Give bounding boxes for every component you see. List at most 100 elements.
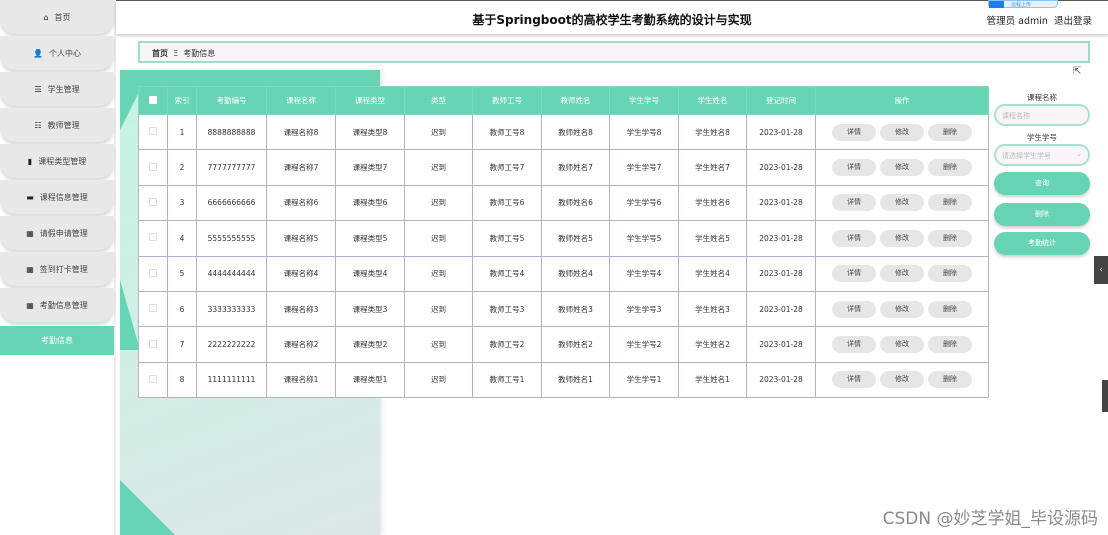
sidebar-item[interactable]: ▦ 考勤信息管理 (0, 288, 114, 322)
grid-icon: ▦ (26, 300, 34, 310)
monitor-icon: ▬ (26, 192, 34, 202)
table-cell: 学生学号6 (609, 184, 679, 222)
column-header: 教师姓名 (541, 86, 610, 115)
table-cell: 2023-01-28 (746, 290, 816, 328)
upload-button[interactable]: 运程上传 (988, 0, 1058, 8)
table-cell: 学生姓名7 (678, 149, 747, 186)
row-checkbox[interactable] (149, 127, 157, 136)
breadcrumb-home[interactable]: 首页 (152, 49, 168, 58)
table-cell: 教师工号1 (472, 361, 542, 399)
checkbox-cell (138, 255, 168, 292)
table-cell: 学生姓名8 (678, 113, 747, 151)
table-cell: 课程名称8 (266, 113, 336, 151)
row-checkbox[interactable] (149, 162, 157, 171)
delete-button[interactable]: 删除 (994, 203, 1090, 226)
detail-button[interactable]: 详情 (832, 336, 876, 354)
page-title: 基于Springboot的高校学生考勤系统的设计与实现 (472, 13, 752, 27)
detail-button[interactable]: 详情 (832, 371, 876, 389)
table-cell: 5 (167, 255, 197, 292)
row-checkbox[interactable] (149, 339, 157, 348)
table-cell: 2 (167, 149, 197, 186)
column-header: 学生姓名 (678, 86, 747, 115)
detail-button[interactable]: 详情 (832, 229, 876, 247)
edit-button[interactable]: 修改 (880, 336, 924, 354)
sidebar-item-label: 签到打卡管理 (39, 264, 88, 274)
row-checkbox[interactable] (149, 197, 157, 206)
edit-button[interactable]: 修改 (880, 300, 924, 318)
sidebar-item[interactable]: ▦ 请假申请管理 (0, 216, 114, 250)
actions-cell: 详情 修改 删除 (815, 184, 989, 222)
delete-button[interactable]: 删除 (928, 123, 972, 141)
delete-button[interactable]: 删除 (928, 194, 972, 212)
edit-button[interactable]: 修改 (880, 194, 924, 212)
sidebar-item-active[interactable]: 考勤信息 (0, 326, 114, 355)
row-checkbox[interactable] (149, 304, 157, 313)
edit-button[interactable]: 修改 (880, 265, 924, 283)
select-all-checkbox[interactable] (149, 95, 157, 104)
delete-button[interactable]: 删除 (928, 229, 972, 247)
edit-button[interactable]: 修改 (880, 123, 924, 141)
table-cell: 教师姓名1 (541, 361, 610, 399)
detail-button[interactable]: 详情 (832, 194, 876, 212)
edit-button[interactable]: 修改 (880, 229, 924, 247)
table-cell: 3333333333 (196, 290, 267, 328)
edit-button[interactable]: 修改 (880, 371, 924, 389)
delete-button[interactable]: 删除 (928, 159, 972, 177)
actions-cell: 详情 修改 删除 (815, 149, 989, 186)
sidebar-item[interactable]: ☷ 教师管理 (0, 108, 114, 142)
course-name-input[interactable]: 课程名称 (994, 104, 1090, 126)
user-area: 管理员 admin 退出登录 (987, 13, 1092, 27)
side-handle[interactable] (1102, 380, 1108, 412)
table-cell: 教师工号4 (472, 255, 542, 292)
table-cell: 教师姓名5 (541, 220, 610, 257)
sidebar-item[interactable]: 👤 个人中心 (0, 36, 114, 70)
detail-button[interactable]: 详情 (832, 159, 876, 177)
table-cell: 8 (167, 361, 197, 399)
query-button[interactable]: 查询 (994, 172, 1090, 195)
table-cell: 学生学号3 (609, 290, 679, 328)
table-cell: 1 (167, 113, 197, 151)
table-cell: 学生姓名2 (678, 326, 747, 363)
detail-button[interactable]: 详情 (832, 300, 876, 318)
table-cell: 课程名称7 (266, 149, 336, 186)
sidebar-item-label: 课程类型管理 (38, 156, 87, 166)
sidebar-item[interactable]: ☰ 学生管理 (0, 72, 114, 106)
delete-button[interactable]: 删除 (928, 300, 972, 318)
student-id-select[interactable]: 请选择学生学号 ⌄ (994, 144, 1090, 166)
table-cell: 2023-01-28 (746, 361, 816, 399)
chevron-left-icon[interactable]: ‹ (1094, 256, 1108, 284)
detail-button[interactable]: 详情 (832, 265, 876, 283)
sidebar-item[interactable]: ▮ 课程类型管理 (0, 144, 114, 178)
table-cell: 6666666666 (196, 184, 267, 222)
sidebar-item[interactable]: ⌂ 首页 (0, 0, 114, 34)
sidebar-item[interactable]: ▬ 课程信息管理 (0, 180, 114, 214)
column-header: 类型 (404, 86, 473, 115)
table-cell: 教师工号7 (472, 149, 542, 186)
edit-button[interactable]: 修改 (880, 159, 924, 177)
table-cell: 教师工号3 (472, 290, 542, 328)
table-cell: 2023-01-28 (746, 326, 816, 363)
checkbox-cell (138, 149, 168, 186)
table-cell: 6 (167, 290, 197, 328)
table-row: 4 5555555555 课程名称5 课程类型5 迟到 教师工号5 教师姓名5 学生学号5 学生… (138, 220, 989, 257)
table-cell: 学生姓名3 (678, 290, 747, 328)
row-checkbox[interactable] (149, 233, 157, 242)
table-cell: 教师姓名8 (541, 113, 610, 151)
sidebar-item[interactable]: ▦ 签到打卡管理 (0, 252, 114, 286)
sidebar-item-label: 考勤信息管理 (39, 300, 88, 310)
detail-button[interactable]: 详情 (832, 123, 876, 141)
logout-link[interactable]: 退出登录 (1053, 16, 1092, 27)
checkbox-cell (138, 326, 168, 363)
row-checkbox[interactable] (149, 268, 157, 277)
table-cell: 教师工号2 (472, 326, 542, 363)
table-cell: 学生学号8 (609, 113, 679, 151)
delete-button[interactable]: 删除 (928, 371, 972, 389)
attendance-stats-button[interactable]: 考勤统计 (994, 232, 1090, 255)
table-cell: 学生姓名4 (678, 255, 747, 292)
actions-cell: 详情 修改 删除 (815, 255, 989, 292)
delete-button[interactable]: 删除 (928, 336, 972, 354)
table-cell: 课程类型6 (335, 184, 405, 222)
table-cell: 学生学号5 (609, 220, 679, 257)
delete-button[interactable]: 删除 (928, 265, 972, 283)
row-checkbox[interactable] (149, 374, 157, 383)
